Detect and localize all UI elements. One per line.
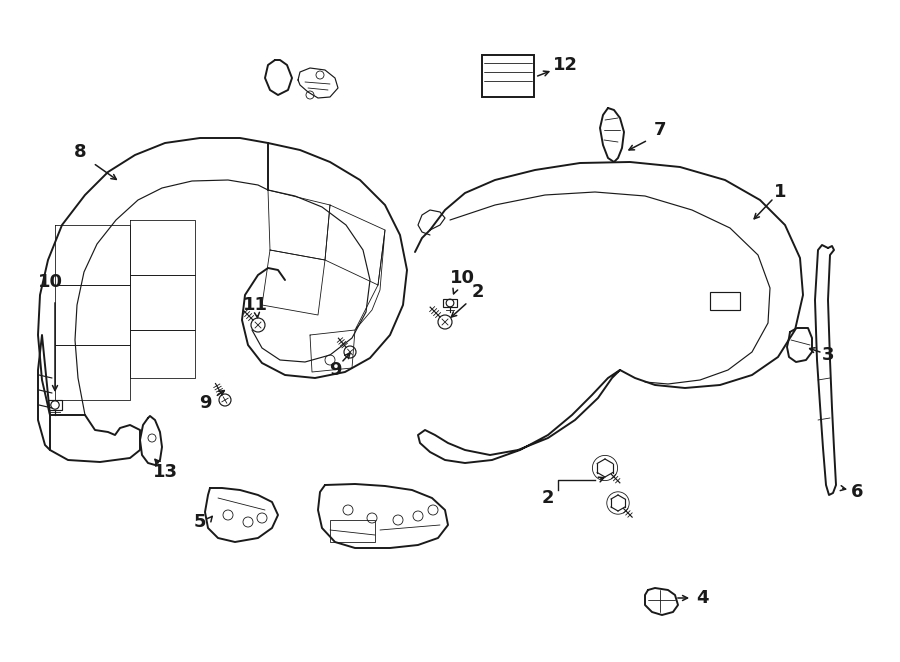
Text: 6: 6	[850, 483, 863, 501]
Bar	[48, 401, 62, 410]
Text: 1: 1	[774, 183, 787, 201]
Text: 9: 9	[328, 361, 341, 379]
Text: 4: 4	[696, 589, 708, 607]
Text: 12: 12	[553, 56, 578, 74]
Text: 9: 9	[199, 394, 212, 412]
Text: 10: 10	[449, 269, 474, 287]
Text: 7: 7	[653, 121, 666, 139]
Text: 2: 2	[472, 283, 484, 301]
Text: 3: 3	[822, 346, 834, 364]
Text: 2: 2	[542, 489, 554, 507]
Text: 5: 5	[194, 513, 206, 531]
Text: 11: 11	[242, 296, 267, 314]
Text: 13: 13	[152, 463, 177, 481]
Bar	[710, 292, 740, 310]
Bar	[482, 55, 534, 97]
Text: 10: 10	[38, 273, 62, 291]
Bar	[444, 299, 456, 307]
Text: 8: 8	[74, 143, 86, 161]
Bar	[330, 520, 375, 542]
